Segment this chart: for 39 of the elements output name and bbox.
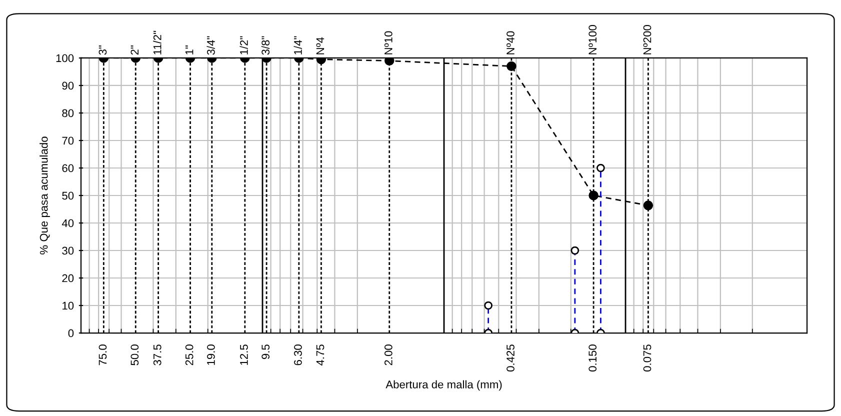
y-tick-label: 10 bbox=[62, 302, 74, 310]
annotation: 1/2" bbox=[240, 36, 248, 54]
annotation: Nº10 bbox=[384, 31, 392, 54]
x-axis-title: Abertura de malla (mm) bbox=[386, 380, 502, 391]
x-tick-label: 0.150 bbox=[588, 344, 597, 372]
x-tick-label: 25.0 bbox=[185, 344, 194, 366]
y-tick-label: 40 bbox=[62, 219, 74, 228]
x-tick-label: 2.00 bbox=[384, 344, 392, 366]
annotation: Nº100 bbox=[588, 25, 597, 54]
x-tick-label: 6.30 bbox=[294, 344, 302, 366]
x-tick-label: 0.425 bbox=[506, 344, 514, 372]
y-tick-label: 70 bbox=[62, 136, 74, 145]
x-tick-label: 4.75 bbox=[316, 344, 324, 366]
y-tick-label: 20 bbox=[62, 274, 74, 282]
x-tick-label: 12.5 bbox=[240, 344, 248, 365]
y-tick-label: 30 bbox=[62, 246, 74, 255]
annotation: Nº4 bbox=[316, 37, 324, 54]
annotation: 1/4" bbox=[294, 36, 302, 54]
annotation: 3/4" bbox=[206, 36, 215, 55]
y-tick-label: 100 bbox=[56, 54, 74, 62]
annotation: 11/2" bbox=[153, 30, 162, 54]
y-tick-label: 60 bbox=[62, 164, 74, 172]
x-tick-label: 75.0 bbox=[98, 344, 107, 366]
annotation: 2" bbox=[130, 46, 138, 55]
x-tick-label: 9.5 bbox=[262, 344, 270, 360]
y-tick-label: 90 bbox=[62, 82, 74, 90]
annotation: Nº200 bbox=[643, 25, 652, 54]
x-tick-label: 19.0 bbox=[207, 344, 215, 365]
annotation: 3/8" bbox=[261, 36, 270, 55]
annotation: 1" bbox=[185, 46, 194, 54]
x-tick-label: 0.075 bbox=[643, 344, 652, 372]
y-tick-label: 80 bbox=[62, 109, 74, 118]
x-tick-label: 50.0 bbox=[130, 344, 139, 366]
y-tick-label: 0 bbox=[68, 329, 74, 338]
x-tick-label: 37.5 bbox=[153, 344, 162, 366]
y-axis-title: % Que pasa acumulado bbox=[40, 136, 50, 254]
y-tick-label: 50 bbox=[62, 192, 74, 200]
annotation: Nº40 bbox=[506, 31, 514, 54]
annotation: 3" bbox=[98, 46, 107, 55]
